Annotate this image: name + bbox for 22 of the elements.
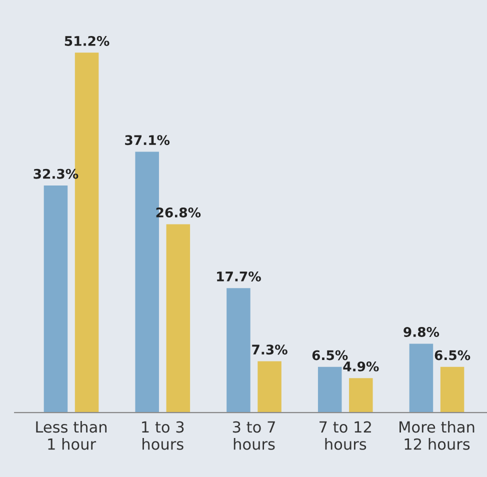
data-label: 26.8% bbox=[156, 208, 201, 218]
bar bbox=[44, 186, 68, 413]
data-label: 9.8% bbox=[404, 327, 440, 337]
x-tick-label: 7 to 12 hours bbox=[320, 421, 371, 450]
data-label: 6.5% bbox=[312, 350, 348, 360]
bar bbox=[349, 378, 373, 413]
bar bbox=[440, 366, 464, 413]
bar bbox=[318, 366, 342, 413]
bar bbox=[226, 288, 250, 413]
x-tick-label: 1 to 3 hours bbox=[142, 421, 184, 450]
bar bbox=[166, 224, 190, 413]
data-label: 51.2% bbox=[64, 36, 110, 46]
data-label: 6.5% bbox=[434, 350, 470, 360]
bar bbox=[258, 361, 282, 413]
bar bbox=[409, 344, 434, 413]
data-label: 17.7% bbox=[217, 271, 261, 282]
data-label: 7.3% bbox=[252, 344, 288, 355]
x-tick-label: Less than 1 hour bbox=[36, 420, 107, 450]
x-tick-label: More than 12 hours bbox=[400, 420, 474, 450]
x-tick-label: 3 to 7 hours bbox=[232, 421, 275, 450]
data-label: 37.1% bbox=[125, 135, 170, 146]
data-label: 4.9% bbox=[343, 361, 379, 372]
